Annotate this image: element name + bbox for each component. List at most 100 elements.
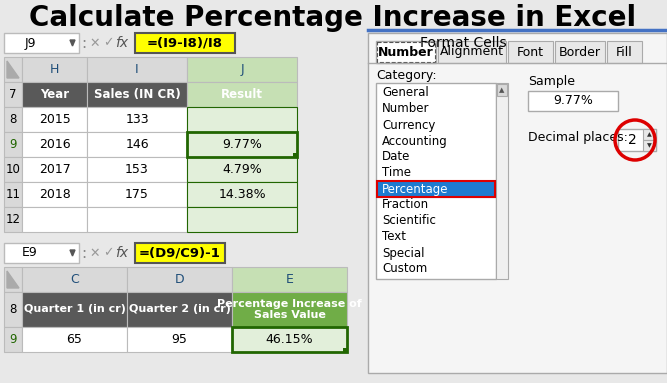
Bar <box>232 327 347 352</box>
Bar <box>508 41 553 63</box>
Text: 7: 7 <box>9 88 17 101</box>
Polygon shape <box>7 61 19 78</box>
Text: I: I <box>135 63 139 76</box>
Bar <box>377 181 495 197</box>
Text: Special: Special <box>382 247 424 260</box>
Bar <box>127 267 232 292</box>
Text: J: J <box>240 63 244 76</box>
Bar <box>87 57 187 82</box>
Text: ✕: ✕ <box>90 247 100 260</box>
Bar <box>4 182 22 207</box>
Text: Custom: Custom <box>382 262 428 275</box>
Polygon shape <box>70 40 75 46</box>
Text: Text: Text <box>382 231 406 244</box>
Text: Scientific: Scientific <box>382 214 436 228</box>
Text: General: General <box>382 87 429 100</box>
Bar <box>87 207 187 232</box>
Text: 2017: 2017 <box>39 163 71 176</box>
Text: ✓: ✓ <box>103 36 113 49</box>
Text: 2018: 2018 <box>39 188 71 201</box>
Text: C: C <box>70 273 79 286</box>
Bar <box>643 140 656 151</box>
Polygon shape <box>70 250 75 256</box>
Bar <box>87 157 187 182</box>
Text: Sample: Sample <box>528 75 575 87</box>
Text: Date: Date <box>382 151 410 164</box>
Text: fx: fx <box>115 36 129 50</box>
Text: Percentage: Percentage <box>382 183 448 195</box>
Text: 9: 9 <box>9 333 17 346</box>
Bar <box>187 182 297 207</box>
Bar <box>127 292 232 327</box>
Bar <box>528 91 618 111</box>
Bar <box>4 292 22 327</box>
Text: 9.77%: 9.77% <box>222 138 262 151</box>
Bar <box>376 83 496 279</box>
Bar <box>343 348 348 353</box>
Text: 12: 12 <box>5 213 21 226</box>
Text: H: H <box>50 63 59 76</box>
Text: Time: Time <box>382 167 411 180</box>
Text: 9: 9 <box>9 138 17 151</box>
Bar <box>135 243 225 263</box>
Text: E: E <box>285 273 293 286</box>
Bar <box>187 207 297 232</box>
Bar <box>22 182 87 207</box>
Text: 14.38%: 14.38% <box>218 188 266 201</box>
Bar <box>376 41 436 63</box>
Bar <box>232 292 347 327</box>
Bar <box>22 107 87 132</box>
Text: 2: 2 <box>628 133 636 147</box>
Bar <box>87 82 187 107</box>
Text: 65: 65 <box>67 333 83 346</box>
Bar <box>22 327 127 352</box>
Text: Sales (IN CR): Sales (IN CR) <box>93 88 180 101</box>
Text: ▲: ▲ <box>647 132 652 137</box>
Text: Quarter 2 (in cr): Quarter 2 (in cr) <box>129 304 230 314</box>
Bar <box>232 267 347 292</box>
Bar <box>368 33 667 373</box>
Bar <box>127 327 232 352</box>
Bar <box>187 57 297 82</box>
Text: 146: 146 <box>125 138 149 151</box>
Text: 133: 133 <box>125 113 149 126</box>
Text: 4.79%: 4.79% <box>222 163 262 176</box>
Text: Accounting: Accounting <box>382 134 448 147</box>
Bar <box>293 153 298 158</box>
Text: Decimal places:: Decimal places: <box>528 131 628 144</box>
Text: 153: 153 <box>125 163 149 176</box>
Bar <box>22 207 87 232</box>
Bar <box>22 267 127 292</box>
Text: 2016: 2016 <box>39 138 70 151</box>
Text: :: : <box>81 246 87 260</box>
Bar <box>4 82 22 107</box>
Bar <box>555 41 605 63</box>
Text: ✓: ✓ <box>103 247 113 260</box>
Bar <box>4 243 79 263</box>
Bar <box>4 107 22 132</box>
Text: 95: 95 <box>171 333 187 346</box>
Bar <box>497 84 507 96</box>
Text: Fraction: Fraction <box>382 198 429 211</box>
Text: Font: Font <box>517 46 544 59</box>
Bar <box>377 181 495 197</box>
Bar <box>643 129 656 140</box>
Text: D: D <box>175 273 184 286</box>
Text: ▲: ▲ <box>500 87 505 93</box>
Text: Percentage Increase of
Sales Value: Percentage Increase of Sales Value <box>217 299 362 320</box>
Text: 8: 8 <box>9 303 17 316</box>
Bar <box>87 182 187 207</box>
Bar <box>22 157 87 182</box>
Text: 9.77%: 9.77% <box>553 95 593 108</box>
Bar <box>377 42 435 62</box>
Bar <box>4 267 22 292</box>
Bar <box>4 207 22 232</box>
Bar <box>22 82 87 107</box>
Text: Calculate Percentage Increase in Excel: Calculate Percentage Increase in Excel <box>29 4 636 32</box>
Text: Format Cells: Format Cells <box>420 36 507 50</box>
Bar <box>607 41 642 63</box>
Bar <box>187 132 297 157</box>
Bar <box>438 41 506 63</box>
Bar <box>618 129 656 151</box>
Text: 10: 10 <box>5 163 21 176</box>
